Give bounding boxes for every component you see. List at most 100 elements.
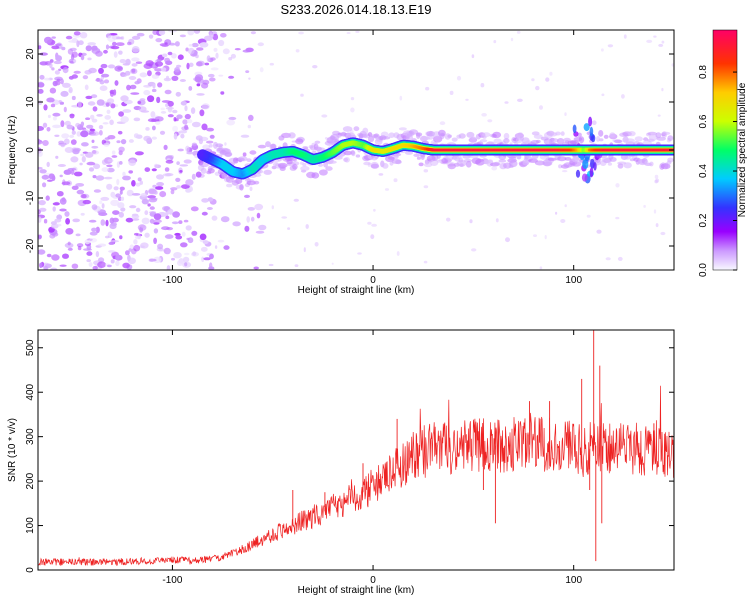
noise-blob — [355, 30, 360, 33]
noise-blob — [62, 82, 71, 88]
noise-blob — [561, 170, 568, 173]
noise-blob — [155, 121, 161, 125]
noise-blob — [250, 31, 256, 35]
noise-blob — [423, 260, 428, 264]
noise-blob — [158, 30, 166, 36]
ridge-halo — [509, 160, 518, 168]
noise-blob — [300, 93, 304, 97]
noise-blob — [210, 67, 219, 71]
noise-blob — [152, 184, 157, 188]
noise-blob — [208, 73, 215, 78]
x-tick-label: 100 — [565, 575, 582, 586]
noise-blob — [38, 166, 43, 170]
noise-blob — [184, 124, 189, 130]
noise-blob — [346, 32, 351, 34]
noise-blob — [137, 177, 142, 182]
noise-blob — [131, 193, 141, 196]
ridge-halo — [569, 140, 580, 145]
noise-blob — [71, 51, 78, 58]
noise-blob — [165, 215, 170, 220]
spectrogram-y-ticks: -20 -10 0 10 20 — [25, 48, 674, 253]
burst-blob — [575, 169, 581, 178]
noise-blob — [509, 142, 513, 146]
noise-blob — [617, 256, 623, 261]
noise-blob — [59, 264, 67, 267]
ridge-halo — [382, 163, 389, 169]
noise-blob — [67, 48, 73, 55]
noise-blob — [162, 206, 170, 211]
noise-blob — [98, 67, 104, 74]
noise-blob — [660, 231, 666, 236]
noise-blob — [517, 98, 523, 103]
ridge-halo — [362, 127, 369, 134]
noise-blob — [654, 174, 659, 179]
x-tick-label: 0 — [370, 275, 376, 286]
noise-blob — [139, 98, 146, 102]
noise-blob — [92, 265, 98, 270]
ridge-halo — [302, 163, 307, 167]
noise-blob — [42, 182, 47, 188]
noise-blob — [153, 219, 162, 224]
colorbar-label: Normalized spectral amplitude — [737, 82, 748, 217]
noise-blob — [90, 114, 95, 120]
x-tick-label: 100 — [565, 275, 582, 286]
noise-blob — [201, 103, 210, 110]
noise-blob — [549, 71, 553, 76]
noise-blob — [135, 182, 141, 187]
ridge-halo — [288, 132, 296, 139]
noise-blob — [113, 186, 119, 191]
spectrogram-x-ticks: -100 0 100 — [162, 30, 582, 286]
noise-blob — [181, 231, 186, 237]
noise-blob — [39, 169, 47, 174]
noise-blob — [206, 127, 215, 132]
noise-blob — [38, 200, 46, 206]
noise-blob — [155, 38, 163, 43]
ridge-halo — [557, 156, 567, 162]
noise-blob — [52, 206, 56, 212]
noise-blob — [135, 61, 143, 64]
snr-xlabel: Height of straight line (km) — [298, 585, 415, 596]
noise-blob — [84, 239, 91, 245]
noise-blob — [201, 123, 208, 131]
ridge-halo — [233, 179, 241, 184]
noise-blob — [188, 86, 193, 91]
noise-blob — [294, 264, 299, 267]
ridge-halo — [648, 134, 658, 141]
ridge-halo — [355, 154, 361, 158]
colorbar: 0.0 0.2 0.4 0.6 0.8 Normalized spectral ampl… — [698, 29, 748, 277]
noise-blob — [104, 115, 111, 120]
noise-blob — [45, 195, 50, 201]
noise-blob — [180, 242, 188, 248]
noise-blob — [164, 167, 170, 172]
noise-blob — [76, 40, 80, 48]
noise-blob — [128, 139, 134, 143]
noise-blob — [179, 79, 186, 82]
snr-x-ticks: -100 0 100 — [162, 330, 582, 586]
ridge-halo — [667, 157, 674, 163]
noise-blob — [312, 65, 318, 69]
noise-blob — [393, 178, 398, 183]
noise-blob — [218, 39, 225, 47]
noise-blob — [122, 109, 132, 113]
noise-blob — [120, 116, 129, 123]
y-tick-label: 100 — [25, 517, 36, 534]
noise-blob — [143, 135, 152, 142]
noise-blob — [71, 95, 76, 101]
snr-frame — [37, 329, 675, 571]
noise-blob — [122, 175, 131, 181]
noise-blob — [118, 50, 123, 55]
noise-blob — [119, 235, 123, 240]
noise-blob — [78, 40, 84, 46]
noise-blob — [531, 78, 535, 82]
ridge-halo — [405, 151, 413, 155]
ridge-halo — [300, 166, 310, 171]
noise-blob — [373, 208, 376, 212]
ridge-halo — [558, 164, 563, 169]
ridge-halo — [547, 157, 557, 161]
noise-blob — [69, 134, 75, 138]
noise-blob — [314, 242, 319, 247]
noise-blob — [156, 174, 164, 180]
noise-blob — [139, 72, 148, 78]
noise-blob — [38, 81, 45, 88]
noise-blob — [49, 62, 53, 69]
